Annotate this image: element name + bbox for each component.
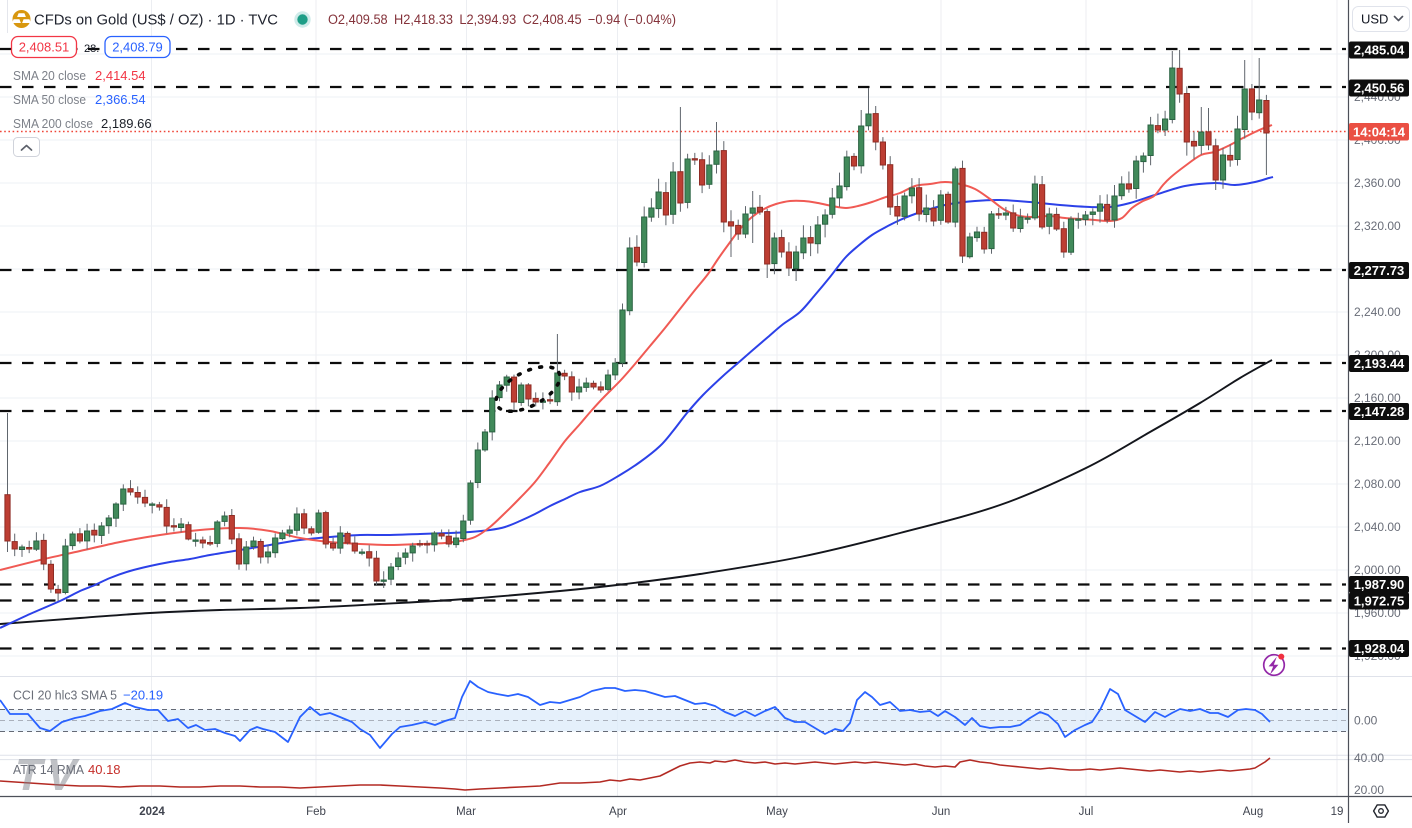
svg-text:O2,409.58 H2,418.33 L2,394.93: O2,409.58 H2,418.33 L2,394.93 C2,408.45 … bbox=[328, 12, 676, 27]
svg-text:CCI 20 hlc3 SMA 5: CCI 20 hlc3 SMA 5 bbox=[13, 688, 117, 703]
svg-text:Jul: Jul bbox=[1079, 806, 1094, 818]
svg-text:2,277.73: 2,277.73 bbox=[1354, 263, 1405, 278]
svg-text:Feb: Feb bbox=[306, 806, 326, 818]
svg-text:Jun: Jun bbox=[932, 806, 951, 818]
svg-text:1,960.00: 1,960.00 bbox=[1354, 606, 1401, 620]
svg-text:2,320.00: 2,320.00 bbox=[1354, 219, 1401, 233]
svg-text:2,189.66: 2,189.66 bbox=[101, 116, 152, 131]
svg-text:2,485.04: 2,485.04 bbox=[1354, 42, 1405, 57]
svg-text:1,972.75: 1,972.75 bbox=[1354, 593, 1405, 608]
svg-text:2,414.54: 2,414.54 bbox=[95, 68, 146, 83]
svg-text:19: 19 bbox=[1331, 806, 1344, 818]
svg-text:1,987.90: 1,987.90 bbox=[1354, 577, 1405, 592]
svg-text:2,408.79: 2,408.79 bbox=[112, 40, 163, 55]
svg-text:2,040.00: 2,040.00 bbox=[1354, 520, 1401, 534]
svg-text:2,360.00: 2,360.00 bbox=[1354, 176, 1401, 190]
svg-text:SMA 200 close: SMA 200 close bbox=[13, 116, 93, 131]
svg-text:40.00: 40.00 bbox=[1354, 751, 1384, 765]
svg-text:28.: 28. bbox=[84, 43, 99, 55]
svg-text:2,366.54: 2,366.54 bbox=[95, 92, 146, 107]
svg-text:2,240.00: 2,240.00 bbox=[1354, 305, 1401, 319]
svg-text:CFDs on Gold (US$ / OZ) · 1D ·: CFDs on Gold (US$ / OZ) · 1D · TVC bbox=[34, 12, 278, 29]
svg-text:2,450.56: 2,450.56 bbox=[1354, 80, 1405, 95]
svg-text:2,408.51: 2,408.51 bbox=[19, 40, 70, 55]
svg-text:May: May bbox=[766, 806, 788, 818]
svg-text:2,160.00: 2,160.00 bbox=[1354, 391, 1401, 405]
svg-text:TV: TV bbox=[10, 749, 86, 799]
svg-text:0.00: 0.00 bbox=[1354, 714, 1378, 728]
svg-text:−20.19: −20.19 bbox=[123, 688, 163, 703]
svg-text:2,147.28: 2,147.28 bbox=[1354, 404, 1405, 419]
svg-text:2,000.00: 2,000.00 bbox=[1354, 563, 1401, 577]
svg-text:Aug: Aug bbox=[1243, 806, 1263, 818]
svg-text:SMA 50 close: SMA 50 close bbox=[13, 92, 86, 107]
svg-text:ATR 14 RMA: ATR 14 RMA bbox=[13, 762, 84, 777]
svg-text:20.00: 20.00 bbox=[1354, 783, 1384, 797]
svg-text:SMA 20 close: SMA 20 close bbox=[13, 68, 86, 83]
svg-text:Apr: Apr bbox=[609, 806, 627, 818]
svg-text:14:04:14: 14:04:14 bbox=[1353, 125, 1406, 140]
svg-text:40.18: 40.18 bbox=[88, 762, 121, 777]
svg-text:2,120.00: 2,120.00 bbox=[1354, 434, 1401, 448]
svg-text:2,080.00: 2,080.00 bbox=[1354, 477, 1401, 491]
svg-text:2,193.44: 2,193.44 bbox=[1354, 356, 1405, 371]
svg-text:USD: USD bbox=[1361, 12, 1388, 27]
svg-text:1,928.04: 1,928.04 bbox=[1354, 641, 1405, 656]
svg-text:Mar: Mar bbox=[456, 806, 476, 818]
svg-text:2024: 2024 bbox=[139, 806, 165, 818]
